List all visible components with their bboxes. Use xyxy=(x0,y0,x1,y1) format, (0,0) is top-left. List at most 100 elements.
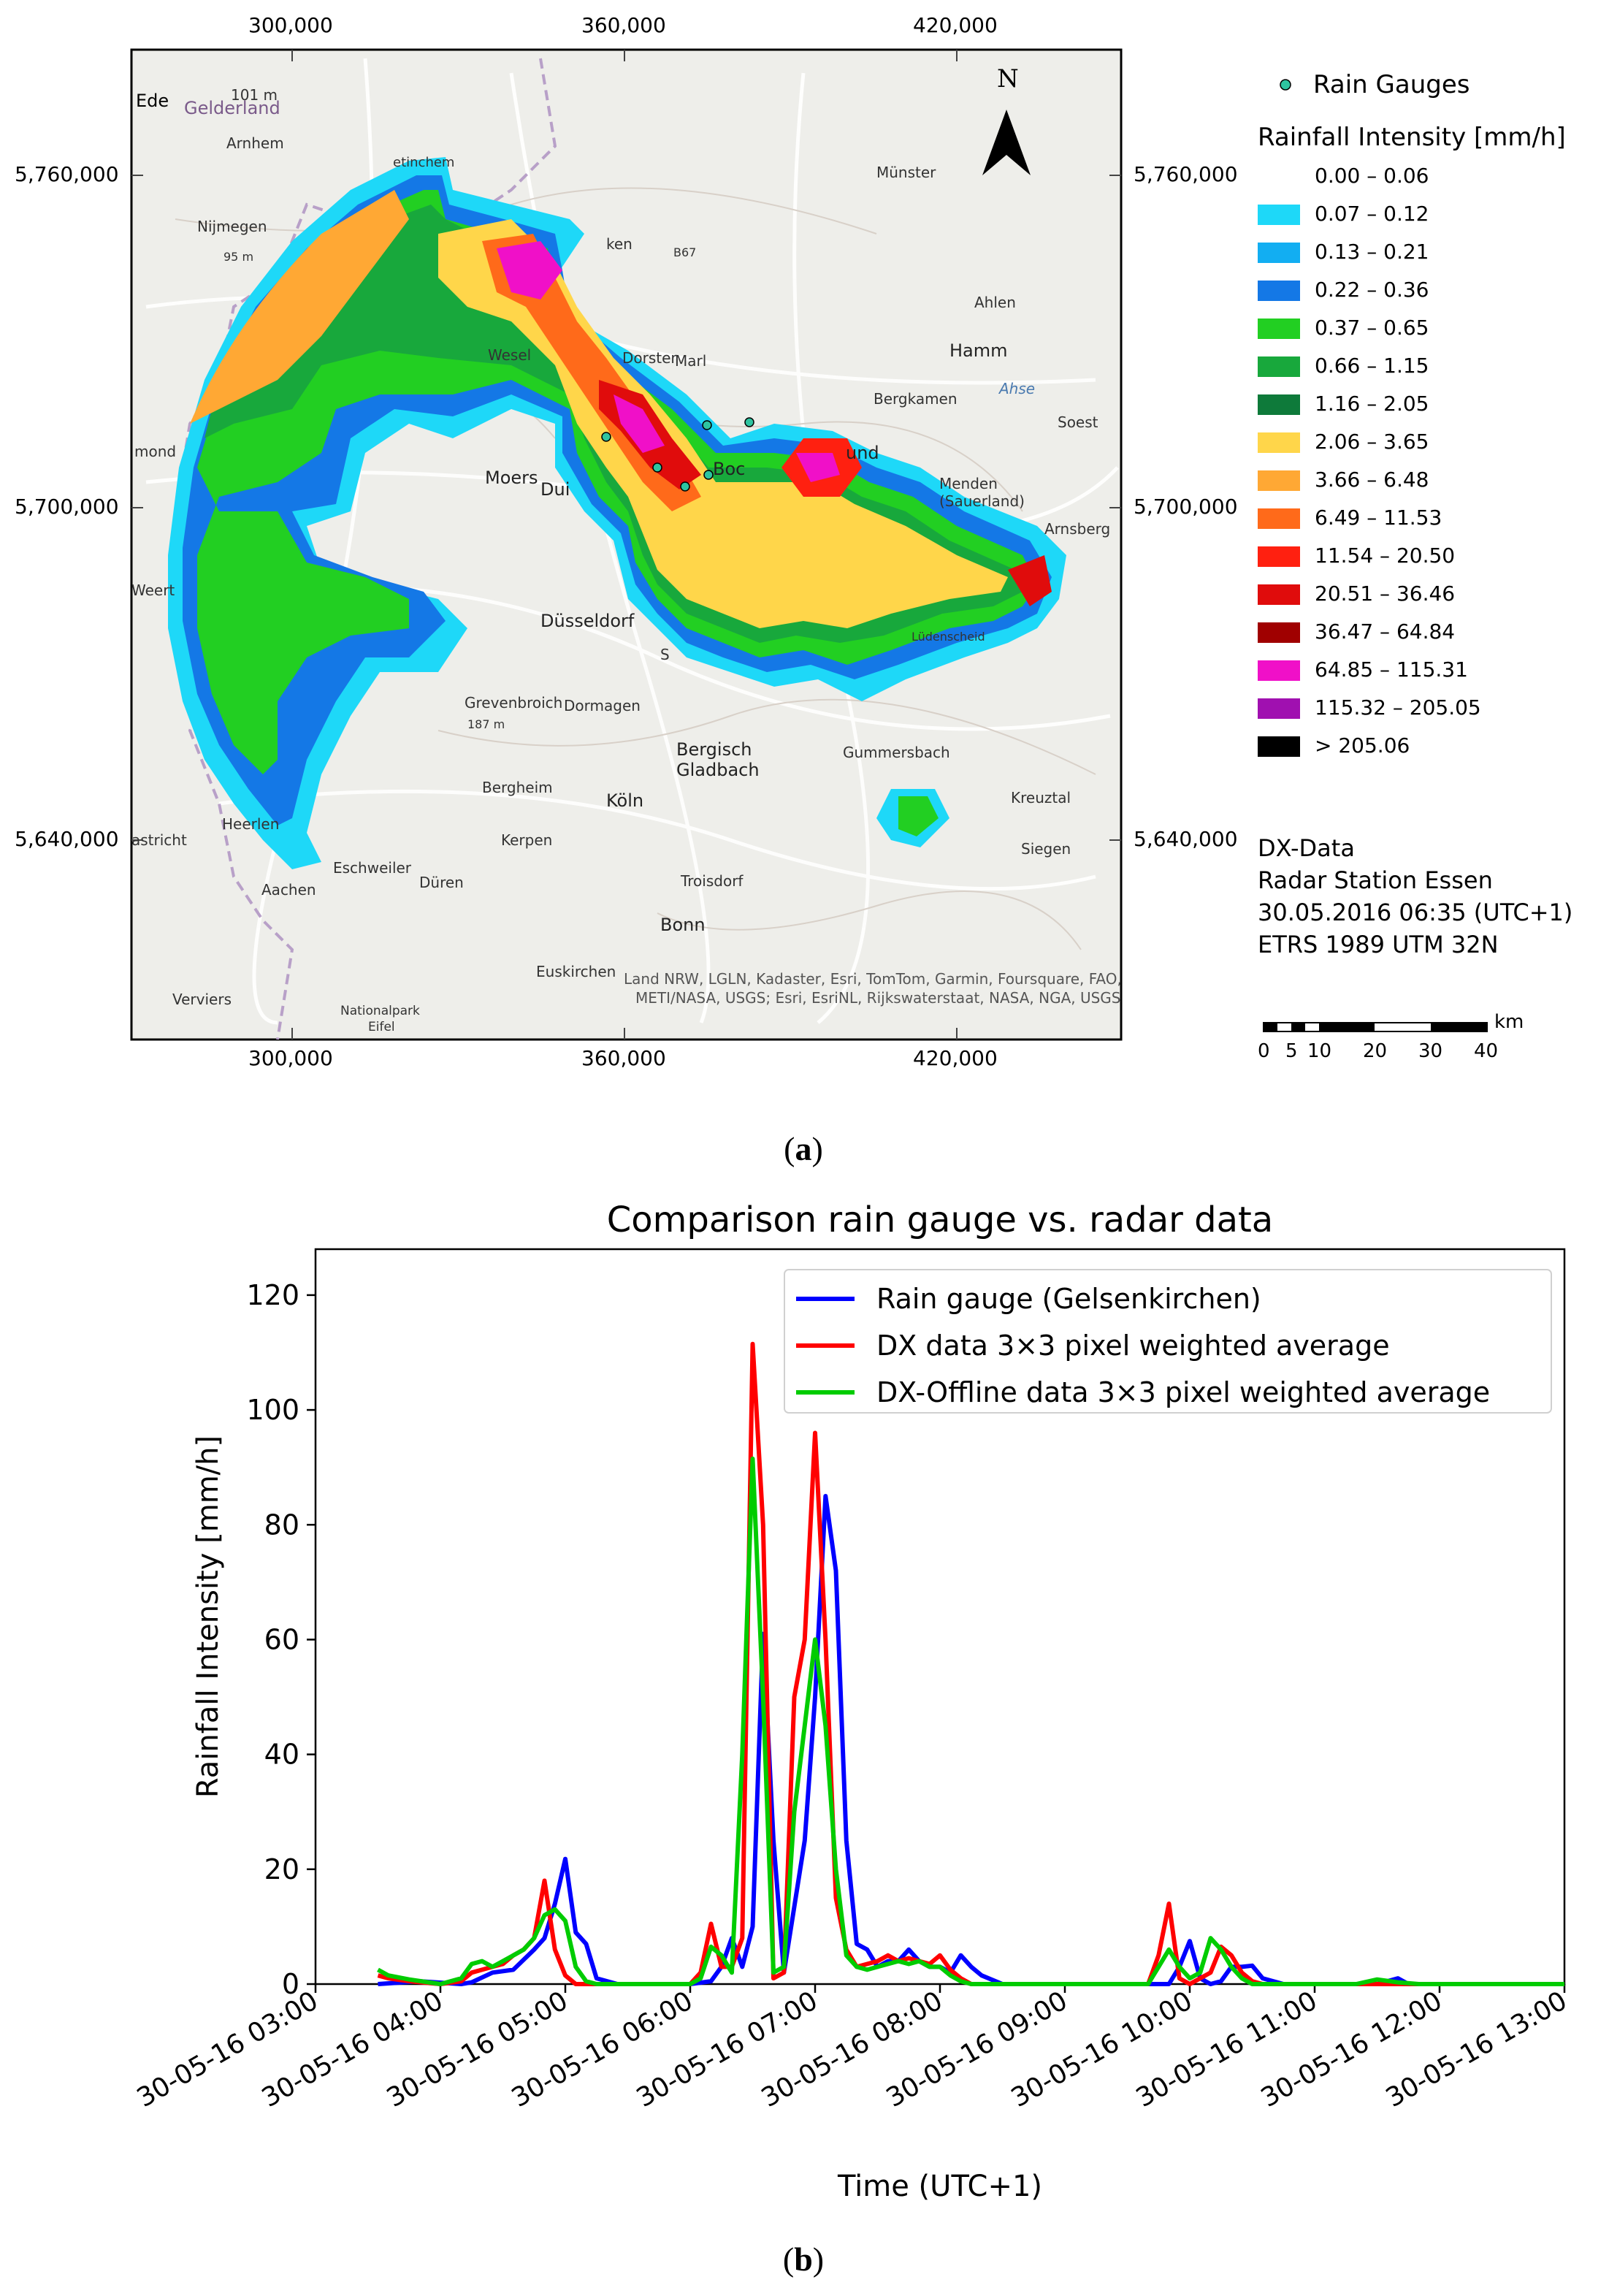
y-tick-label: 5,700,000 xyxy=(1134,495,1238,519)
place-label: Kerpen xyxy=(501,831,553,849)
scale-label: 0 xyxy=(1258,1040,1270,1062)
chart-legend xyxy=(784,1269,1552,1414)
place-label: Bergheim xyxy=(482,779,553,796)
series-line xyxy=(378,1494,1564,1986)
place-label: Gummersbach xyxy=(843,744,950,761)
place-label: Arnhem xyxy=(226,134,284,152)
place-label: 187 m xyxy=(467,717,505,731)
legend-swatch xyxy=(1258,205,1300,225)
place-label: Gelderland xyxy=(184,98,280,118)
place-label: Siegen xyxy=(1021,840,1071,858)
legend-swatch xyxy=(1258,356,1300,377)
x-tick-label: 30-05-16 12:00 xyxy=(1256,1986,1448,2113)
legend-swatch xyxy=(1258,584,1300,605)
place-label: Bonn xyxy=(660,915,706,935)
x-tick-label: 30-05-16 05:00 xyxy=(382,1986,573,2113)
x-tick-label: 30-05-16 08:00 xyxy=(757,1986,948,2113)
legend-class-label: 11.54 – 20.50 xyxy=(1315,544,1456,568)
x-tick-label: 30-05-16 06:00 xyxy=(507,1986,698,2113)
place-label: Bergisch xyxy=(676,739,752,760)
x-tick-label: 300,000 xyxy=(248,1046,333,1070)
place-label: astricht xyxy=(131,831,187,849)
place-label: Eifel xyxy=(368,1020,395,1034)
place-label: Düsseldorf xyxy=(540,611,635,631)
x-tick-label: 30-05-16 13:00 xyxy=(1381,1986,1572,2113)
place-label: Grevenbroich xyxy=(465,694,563,712)
chart-title: Comparison rain gauge vs. radar data xyxy=(607,1200,1273,1240)
rain-gauge-marker xyxy=(680,481,690,492)
place-label: Bergkamen xyxy=(874,390,958,408)
y-tick-label: 80 xyxy=(264,1509,299,1541)
x-tick-label: 30-05-16 09:00 xyxy=(882,1986,1073,2113)
scale-label: 20 xyxy=(1363,1040,1388,1062)
place-label: 95 m xyxy=(223,250,254,264)
series-line xyxy=(377,1456,1564,1986)
rain-gauge-marker xyxy=(702,420,712,430)
place-label: etinchem xyxy=(393,155,455,170)
legend-class-label: 115.32 – 205.05 xyxy=(1315,695,1481,720)
scale-label: 30 xyxy=(1418,1040,1443,1062)
legend-swatch xyxy=(1258,243,1300,263)
legend-swatch xyxy=(1258,281,1300,301)
x-tick-label: 30-05-16 10:00 xyxy=(1006,1986,1198,2113)
legend-class-label: 0.00 – 0.06 xyxy=(1315,164,1429,188)
place-label: Dormagen xyxy=(564,697,641,714)
scale-label: 5 xyxy=(1285,1040,1298,1062)
legend-swatch xyxy=(1258,660,1300,681)
place-label: Kreuztal xyxy=(1011,789,1071,806)
map-attribution: Land NRW, LGLN, Kadaster, Esri, TomTom, … xyxy=(624,970,1122,988)
x-tick-label: 30-05-16 11:00 xyxy=(1131,1986,1323,2113)
place-label: Münster xyxy=(876,164,936,181)
x-tick-label: 360,000 xyxy=(581,1046,666,1070)
place-label: Ahlen xyxy=(974,294,1016,311)
rainfall-field xyxy=(168,157,1066,869)
scale-label: 40 xyxy=(1474,1040,1499,1062)
info-line: ETRS 1989 UTM 32N xyxy=(1258,931,1499,958)
legend-class-label: 20.51 – 36.46 xyxy=(1315,581,1456,606)
place-label: Marl xyxy=(675,352,707,370)
rain-gauge-marker xyxy=(652,462,662,473)
place-label: Gladbach xyxy=(676,760,760,780)
place-label: mond xyxy=(134,443,177,460)
place-label: Lüdenscheid xyxy=(911,630,985,644)
place-label: Verviers xyxy=(172,991,232,1008)
legend-class-label: 0.37 – 0.65 xyxy=(1315,316,1429,340)
legend-swatch xyxy=(1258,319,1300,339)
series-line xyxy=(377,1341,1564,1986)
legend-class-label: 64.85 – 115.31 xyxy=(1315,657,1468,682)
legend-entry: DX-Offline data 3×3 pixel weighted avera… xyxy=(876,1376,1490,1408)
place-label: Moers xyxy=(485,468,538,488)
info-line: DX-Data xyxy=(1258,834,1355,862)
place-label: Düren xyxy=(419,874,464,891)
x-axis-label: Time (UTC+1) xyxy=(837,2170,1042,2203)
legend-class-label: 0.13 – 0.21 xyxy=(1315,240,1429,264)
scale-label: 10 xyxy=(1307,1040,1332,1062)
legend-class-label: 2.06 – 3.65 xyxy=(1315,430,1429,454)
legend-swatch xyxy=(1258,698,1300,719)
place-label: Boc xyxy=(713,459,746,479)
plot-frame xyxy=(314,1248,1566,1986)
rain-gauge-markers xyxy=(601,417,754,492)
place-label: Euskirchen xyxy=(536,963,616,980)
place-label: S xyxy=(660,646,670,663)
place-label: Wesel xyxy=(488,346,532,364)
scale-unit: km xyxy=(1494,1011,1524,1033)
place-label: ken xyxy=(606,235,632,253)
place-label: Heerlen xyxy=(222,815,280,833)
x-tick-label: 30-05-16 03:00 xyxy=(132,1986,324,2113)
legend-swatch xyxy=(1258,394,1300,415)
legend-swatch xyxy=(1258,167,1300,187)
legend-entry: Rain gauge (Gelsenkirchen) xyxy=(876,1283,1261,1315)
y-tick-label: 5,760,000 xyxy=(15,162,119,186)
legend-class-label: 0.07 – 0.12 xyxy=(1315,202,1429,226)
legend-title: Rainfall Intensity [mm/h] xyxy=(1258,123,1566,152)
rain-gauge-marker xyxy=(703,470,714,480)
scale-bar xyxy=(1263,1022,1488,1032)
legend-swatch xyxy=(1258,546,1300,567)
legend-swatch xyxy=(1258,470,1300,491)
y-tick-label: 5,640,000 xyxy=(1134,827,1238,851)
legend-swatch xyxy=(1258,432,1300,453)
y-tick-label: 5,640,000 xyxy=(15,827,119,851)
legend-class-label: 3.66 – 6.48 xyxy=(1315,468,1429,492)
north-arrow-icon xyxy=(982,110,1031,175)
